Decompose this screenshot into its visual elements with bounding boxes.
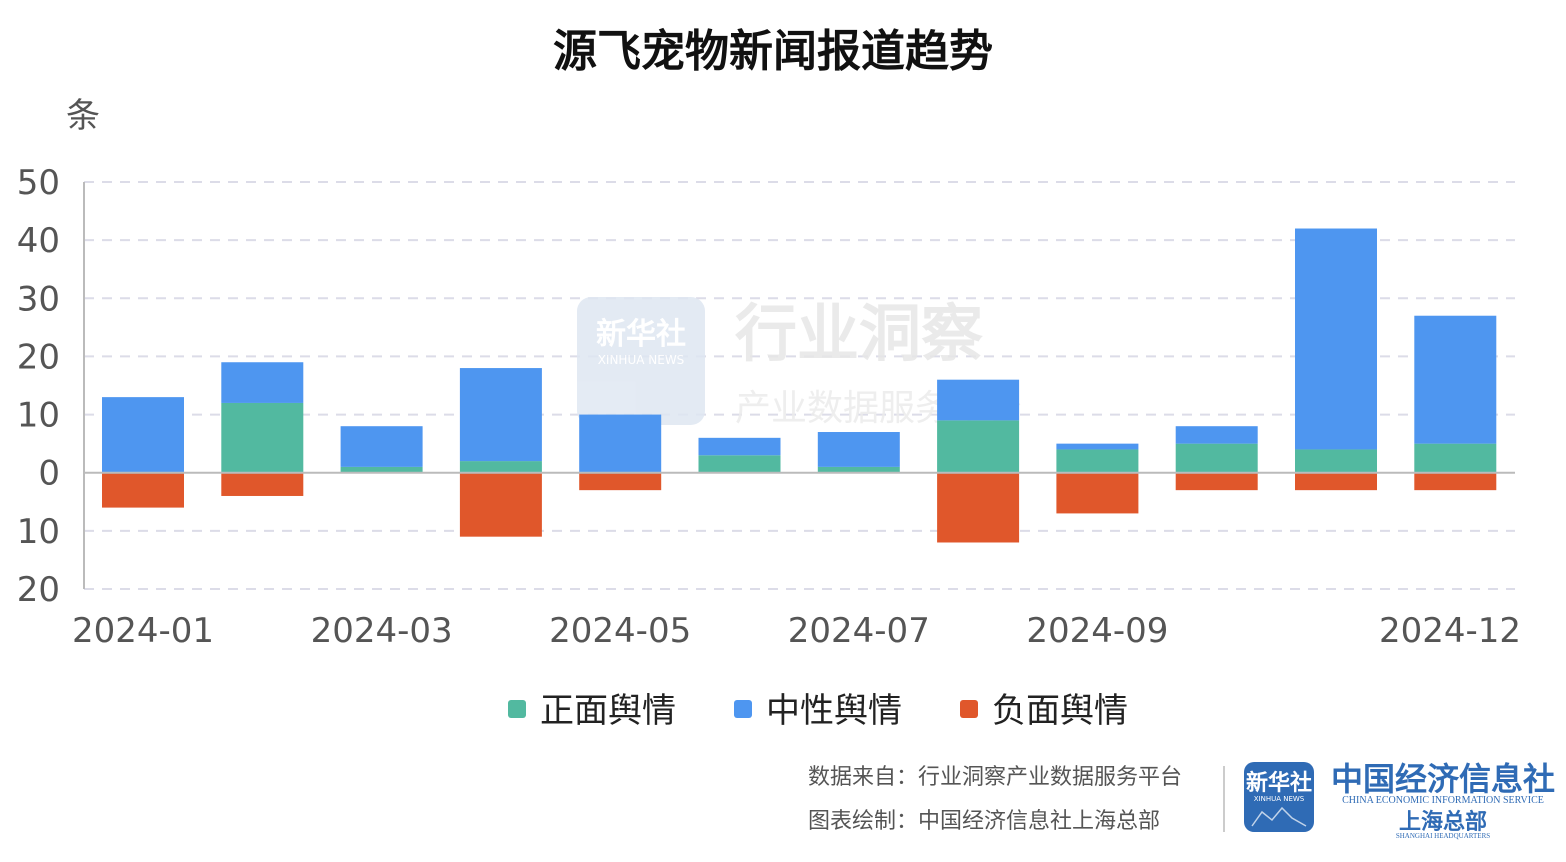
bars [102,228,1497,543]
watermark-logo-en: XINHUA NEWS [598,353,685,367]
bar-positive [221,402,304,473]
watermark-logo-box [577,297,705,425]
y-tick-label: 0 [38,454,60,494]
bar-neutral [1175,426,1258,444]
bar-positive [459,461,542,473]
x-tick-labels: 2024-01 2024-03 2024-05 2024-07 2024-09 2024-… [72,611,1521,651]
axes [83,182,1515,589]
y-tick-label: 10 [17,512,60,552]
y-tick-label: 50 [17,163,60,203]
bar-positive [698,455,781,473]
x-tick-label: 2024-09 [1026,611,1168,651]
bar-neutral [221,362,304,403]
bar-neutral [937,379,1020,421]
legend-swatch-positive [508,700,526,718]
y-axis-unit: 条 [66,96,100,136]
bar-neutral [1295,228,1377,450]
org-name-cn: 中国经济信息社 [1331,760,1555,798]
legend-item-negative[interactable]: 负面舆情 [960,691,1128,731]
bar-negative [937,472,1020,543]
bar-negative [1056,472,1139,514]
legend: 正面舆情 中性舆情 负面舆情 [508,691,1128,731]
bar-neutral [817,432,900,467]
y-tick-labels: 50 40 30 20 10 0 10 20 [17,163,60,610]
xinhua-logo-dots [1251,806,1307,827]
legend-label-neutral: 中性舆情 [766,691,902,731]
bar-neutral [698,437,781,456]
y-tick-label: 20 [17,337,60,377]
bar-neutral [1056,443,1139,450]
xinhua-logo-cn: 新华社 [1246,770,1312,796]
bar-neutral [102,397,184,473]
bar-positive [1414,443,1497,473]
x-tick-label: 2024-12 [1379,611,1521,651]
y-tick-label: 10 [17,396,60,436]
bar-neutral [459,368,542,462]
branch-name-en: SHANGHAI HEADQUARTERS [1396,832,1490,840]
bar-neutral [340,426,423,467]
bar-negative [1175,472,1258,491]
bar-neutral [579,414,662,473]
x-tick-label: 2024-03 [311,611,453,651]
bar-negative [579,472,662,491]
bar-positive [937,420,1020,473]
xinhua-logo: 新华社 XINHUA NEWS [1244,762,1314,832]
bar-positive [1175,443,1258,473]
gridlines [84,181,1515,590]
footer: 数据来自：行业洞察产业数据服务平台 图表绘制：中国经济信息社上海总部 新华社 X… [808,760,1555,840]
x-tick-label: 2024-01 [72,611,214,651]
footer-source: 数据来自：行业洞察产业数据服务平台 [808,765,1182,790]
bar-positive [817,466,900,473]
bar-negative [102,472,184,508]
bar-positive [1056,449,1139,473]
legend-swatch-neutral [734,700,752,718]
legend-label-negative: 负面舆情 [992,691,1128,731]
bar-negative [1414,472,1497,491]
legend-label-positive: 正面舆情 [540,691,676,731]
bar-neutral [1414,315,1497,444]
watermark-title: 行业洞察 [735,297,983,370]
y-tick-label: 30 [17,279,60,319]
legend-swatch-negative [960,700,978,718]
branch-name-cn: 上海总部 [1399,809,1487,835]
y-tick-label: 20 [17,570,60,610]
xinhua-logo-box [1244,762,1314,832]
legend-item-neutral[interactable]: 中性舆情 [734,691,902,731]
chart-title: 源飞宠物新闻报道趋势 [553,26,993,77]
x-tick-label: 2024-07 [788,611,930,651]
bar-positive [1295,449,1377,473]
bar-negative [1295,472,1377,491]
watermark-logo-cn: 新华社 [596,317,686,352]
x-tick-label: 2024-05 [549,611,691,651]
bar-positive [340,466,423,473]
bar-negative [459,472,542,537]
bar-negative [221,472,304,496]
footer-drawn-by: 图表绘制：中国经济信息社上海总部 [808,809,1160,834]
y-tick-label: 40 [17,221,60,261]
legend-item-positive[interactable]: 正面舆情 [508,691,676,731]
xinhua-logo-en: XINHUA NEWS [1254,795,1305,803]
org-name-en: CHINA ECONOMIC INFORMATION SERVICE [1342,795,1544,806]
